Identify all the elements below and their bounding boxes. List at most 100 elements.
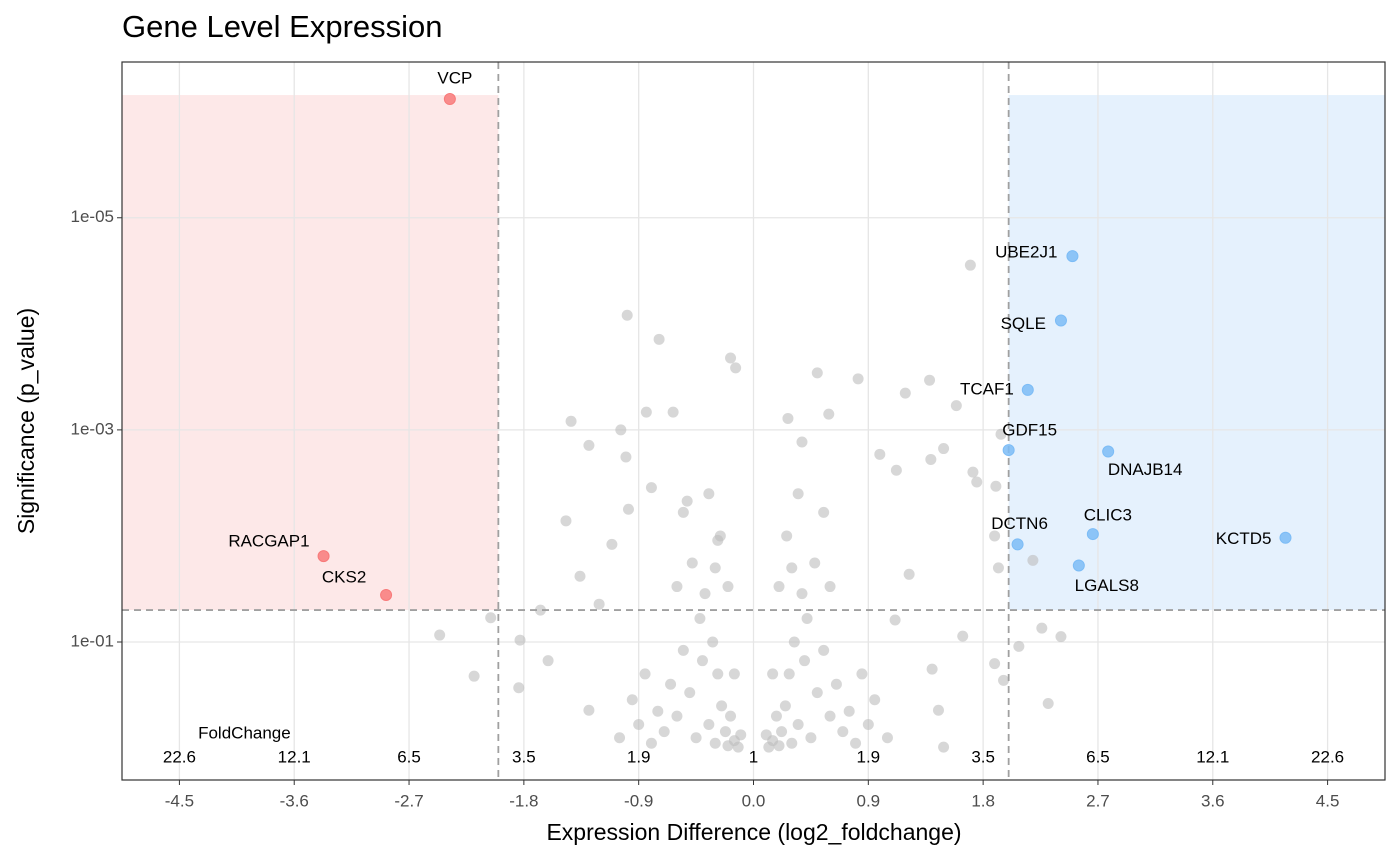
background-point xyxy=(684,687,696,699)
background-point xyxy=(998,674,1010,686)
background-point xyxy=(1055,631,1067,643)
background-point xyxy=(712,534,724,546)
background-point xyxy=(796,436,808,448)
point-label: CKS2 xyxy=(322,567,366,586)
background-point xyxy=(699,588,711,600)
background-point xyxy=(640,406,652,418)
fc-tick-label: 3.5 xyxy=(512,747,536,766)
background-point xyxy=(722,581,734,593)
highlight-point xyxy=(317,550,330,563)
background-point xyxy=(1027,554,1039,566)
background-point xyxy=(763,741,775,753)
background-point xyxy=(615,424,627,436)
x-tick-label: -4.5 xyxy=(165,791,194,810)
background-point xyxy=(786,562,798,574)
point-label: CLIC3 xyxy=(1084,506,1132,525)
background-point xyxy=(633,719,645,731)
fc-tick-label: 22.6 xyxy=(1311,747,1344,766)
background-point xyxy=(728,668,740,680)
background-point xyxy=(932,704,944,716)
background-point xyxy=(694,612,706,624)
background-point xyxy=(468,670,480,682)
background-point xyxy=(809,557,821,569)
chart-title: Gene Level Expression xyxy=(122,9,443,44)
background-point xyxy=(995,428,1007,440)
background-point xyxy=(967,466,979,478)
background-point xyxy=(716,700,728,712)
background-point xyxy=(773,581,785,593)
background-point xyxy=(818,644,830,656)
highlight-point xyxy=(1066,250,1079,263)
background-point xyxy=(534,604,546,616)
background-point xyxy=(1042,698,1054,710)
background-point xyxy=(874,448,886,460)
background-point xyxy=(811,367,823,379)
background-point xyxy=(903,568,915,580)
background-point xyxy=(621,309,633,321)
background-point xyxy=(957,630,969,642)
background-point xyxy=(783,668,795,680)
background-point xyxy=(671,710,683,722)
background-point xyxy=(614,732,626,744)
background-point xyxy=(899,387,911,399)
background-point xyxy=(645,482,657,494)
background-point xyxy=(560,515,572,527)
fc-tick-label: 12.1 xyxy=(1196,747,1229,766)
x-tick-label: 2.7 xyxy=(1086,791,1110,810)
background-point xyxy=(830,678,842,690)
y-tick-label: 1e-05 xyxy=(71,207,114,226)
background-point xyxy=(926,663,938,675)
point-label: SQLE xyxy=(1001,314,1046,333)
background-point xyxy=(707,636,719,648)
highlight-point xyxy=(1002,444,1015,457)
background-point xyxy=(796,588,808,600)
x-tick-label: 0.9 xyxy=(856,791,880,810)
panel-border xyxy=(121,61,1386,781)
background-point xyxy=(719,726,731,738)
background-point xyxy=(677,644,689,656)
highlight-point xyxy=(1279,531,1292,544)
point-label: GDF15 xyxy=(1002,421,1057,440)
down-region xyxy=(122,95,499,611)
x-tick-label: -0.9 xyxy=(624,791,653,810)
background-point xyxy=(811,687,823,699)
background-point xyxy=(514,634,526,646)
fc-tick-label: 6.5 xyxy=(397,747,421,766)
background-point xyxy=(801,612,813,624)
background-point xyxy=(735,729,747,741)
background-point xyxy=(696,655,708,667)
background-point xyxy=(665,678,677,690)
background-point xyxy=(1013,640,1025,652)
background-point xyxy=(667,406,679,418)
background-point xyxy=(690,732,702,744)
fc-axis-title: FoldChange xyxy=(198,723,291,742)
x-tick-label: 1.8 xyxy=(971,791,995,810)
y-axis-title: Significance (p_value) xyxy=(13,308,39,534)
background-point xyxy=(712,668,724,680)
background-point xyxy=(686,557,698,569)
background-point xyxy=(889,614,901,626)
fc-tick-label: 3.5 xyxy=(971,747,995,766)
background-point xyxy=(730,362,742,374)
point-label: TCAF1 xyxy=(960,379,1014,398)
background-point xyxy=(639,668,651,680)
background-point xyxy=(653,333,665,345)
background-point xyxy=(971,476,983,488)
background-point xyxy=(938,443,950,455)
x-tick-label: 0.0 xyxy=(742,791,766,810)
background-point xyxy=(513,682,525,694)
x-axis-title: Expression Difference (log2_foldchange) xyxy=(546,819,961,845)
background-point xyxy=(824,581,836,593)
background-point xyxy=(823,408,835,420)
highlight-point xyxy=(1086,528,1099,541)
background-point xyxy=(824,710,836,722)
point-label: UBE2J1 xyxy=(995,243,1057,262)
background-point xyxy=(818,506,830,518)
highlight-point xyxy=(1072,559,1085,572)
x-tick-label: 4.5 xyxy=(1316,791,1340,810)
point-label: RACGAP1 xyxy=(228,532,309,551)
background-point xyxy=(924,374,936,386)
background-point xyxy=(779,700,791,712)
y-tick-label: 1e-01 xyxy=(71,631,114,650)
